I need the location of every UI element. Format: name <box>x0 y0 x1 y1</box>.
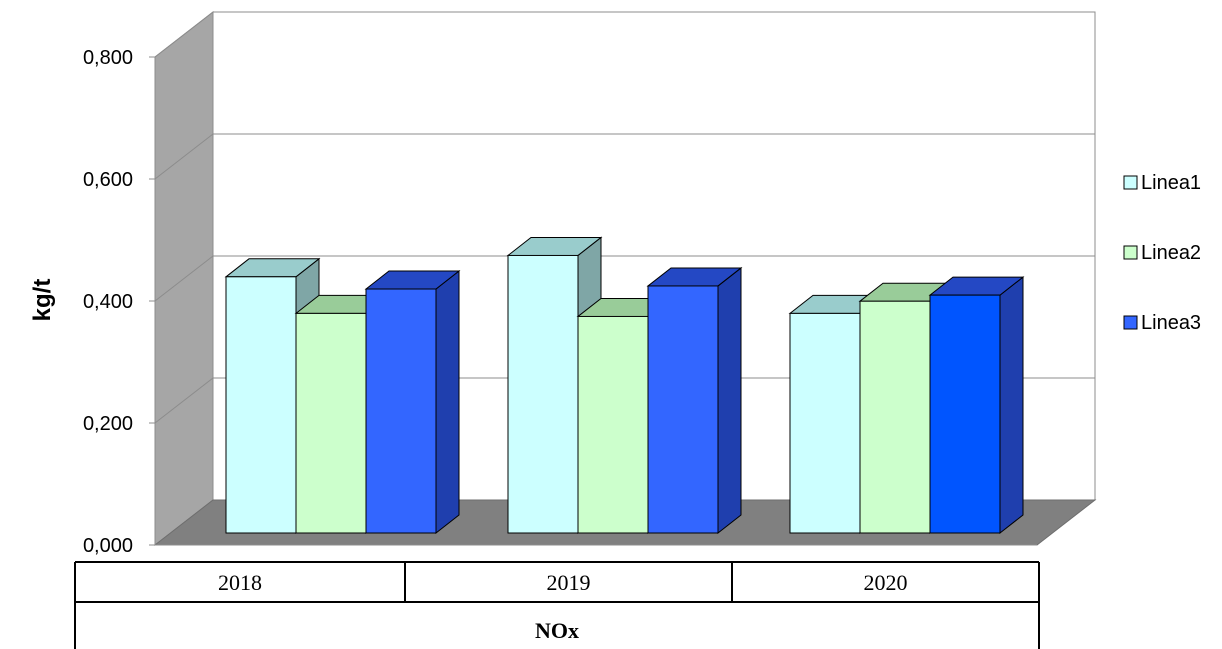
legend-label: Linea2 <box>1141 242 1201 264</box>
bar-side <box>999 276 1024 535</box>
legend-label: Linea1 <box>1141 172 1201 194</box>
category-label: 2020 <box>864 570 908 595</box>
gridline-side <box>154 255 214 302</box>
category-label: 2019 <box>547 570 591 595</box>
bar-side <box>435 269 460 535</box>
y-axis-label: kg/t <box>29 279 56 322</box>
group-label: NOx <box>535 618 579 643</box>
category-table: 2018 2019 2020 NOx <box>74 561 1040 649</box>
y-axis: 0,000 0,200 0,400 0,600 0,800 <box>83 47 1037 557</box>
bar-front <box>929 294 1001 534</box>
bar-front <box>789 312 861 534</box>
bar-linea3-2019 <box>646 266 743 535</box>
bar-linea3-2018 <box>364 269 461 535</box>
legend-swatch <box>1123 245 1138 260</box>
gridline-side <box>154 377 214 424</box>
y-tick-label: 0,000 <box>83 535 133 557</box>
bar-front <box>295 312 367 534</box>
legend-swatch <box>1123 315 1138 330</box>
bars <box>224 236 1025 535</box>
bar-front <box>647 285 719 534</box>
legend-swatch <box>1123 175 1138 190</box>
bar-front <box>577 315 649 534</box>
y-tick-label: 0,200 <box>83 413 133 435</box>
bar-front <box>507 254 579 534</box>
gridline-side <box>154 11 214 58</box>
bar-front <box>225 276 297 534</box>
gridline-side <box>154 133 214 180</box>
y-tick-label: 0,600 <box>83 169 133 191</box>
legend-label: Linea3 <box>1141 312 1201 334</box>
bar-front <box>859 300 931 534</box>
bar-linea3-2020 <box>928 276 1025 535</box>
bar-front <box>365 288 437 534</box>
category-label: 2018 <box>218 570 262 595</box>
legend: Linea1 Linea2 Linea3 <box>1123 172 1201 334</box>
y-tick-label: 0,800 <box>83 47 133 69</box>
bar-side <box>717 266 742 535</box>
y-tick-label: 0,400 <box>83 291 133 313</box>
